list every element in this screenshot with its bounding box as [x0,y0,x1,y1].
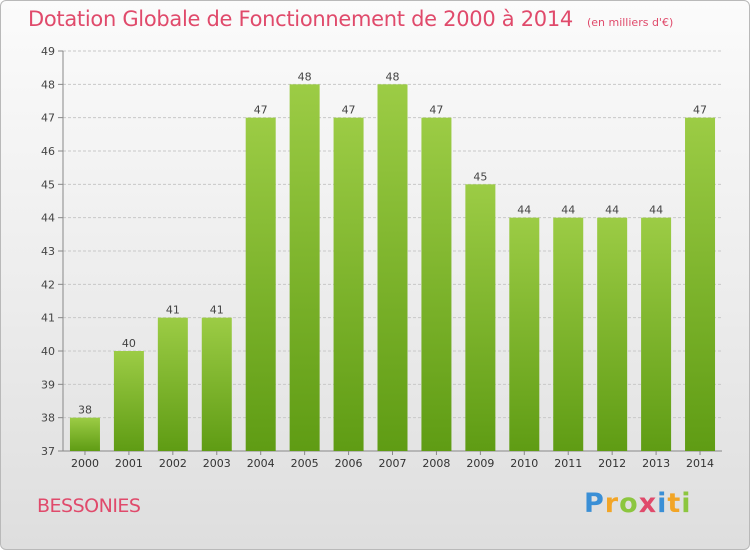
data-label-2005: 48 [298,70,312,83]
bar-2000 [69,417,100,451]
y-tick-label: 48 [41,78,55,91]
data-label-2010: 44 [517,204,531,217]
y-tick-label: 37 [41,445,55,458]
bar-2002 [157,317,188,451]
bar-2006 [333,117,364,452]
bar-2001 [113,351,144,451]
x-tick-label-2004: 2004 [247,457,275,470]
y-tick-label: 41 [41,312,55,325]
y-tick-label: 38 [41,412,55,425]
data-label-2003: 41 [210,304,224,317]
data-label-2011: 44 [561,204,575,217]
bars [69,84,716,452]
x-tick-label-2009: 2009 [466,457,494,470]
proxiti-logo: Proxiti [584,488,692,519]
bar-2004 [245,117,276,452]
data-label-2013: 44 [649,204,663,217]
x-tick-label-2007: 2007 [379,457,407,470]
data-label-2000: 38 [78,404,92,417]
y-tick-label: 46 [41,145,55,158]
x-tick-label-2010: 2010 [510,457,538,470]
x-tick-label-2006: 2006 [335,457,363,470]
data-label-2002: 41 [166,304,180,317]
bar-2009 [465,184,496,452]
data-label-2004: 47 [254,104,268,117]
y-tick-label: 40 [41,345,55,358]
x-tick-label-2005: 2005 [291,457,319,470]
y-tick-label: 39 [41,378,55,391]
bar-2010 [509,217,540,451]
bar-2005 [289,84,320,451]
chart-subtitle: (en milliers d'€) [586,16,674,29]
chart-title-text: Dotation Globale de Fonctionnement de 20… [28,7,573,31]
y-tick-label: 42 [41,278,55,291]
x-tick-label-2013: 2013 [642,457,670,470]
x-tick-label-2000: 2000 [71,457,99,470]
x-tick-label-2001: 2001 [115,457,143,470]
x-tick-label-2003: 2003 [203,457,231,470]
commune-name: BESSONIES [37,495,141,517]
x-tick-label-2012: 2012 [598,457,626,470]
bar-2013 [641,217,672,451]
data-label-2012: 44 [605,204,619,217]
bar-2008 [421,117,452,452]
data-label-2014: 47 [693,104,707,117]
x-tick-label-2011: 2011 [554,457,582,470]
bar-2003 [201,317,232,451]
data-label-2009: 45 [473,170,487,183]
bar-2011 [553,217,584,451]
data-label-2007: 48 [386,70,400,83]
y-tick-label: 45 [41,178,55,191]
bar-2007 [377,84,408,451]
data-label-2001: 40 [122,337,136,350]
y-tick-label: 47 [41,112,55,125]
y-tick-label: 44 [41,212,55,225]
axes: 37 38 39 40 41 42 43 44 45 46 47 48 49 2000 2001 2002 20… [41,45,722,470]
x-tick-label-2002: 2002 [159,457,187,470]
chart-title: Dotation Globale de Fonctionnement de 20… [28,7,673,31]
bar-2014 [685,117,716,452]
x-tick-label-2008: 2008 [422,457,450,470]
bar-2012 [597,217,628,451]
data-label-2006: 47 [342,104,356,117]
data-label-2008: 47 [429,104,443,117]
y-tick-label: 43 [41,245,55,258]
y-tick-label: 49 [41,45,55,58]
x-tick-label-2014: 2014 [686,457,714,470]
data-labels: 38 40 41 41 47 48 47 48 47 45 44 44 44 44 47 [78,70,707,416]
